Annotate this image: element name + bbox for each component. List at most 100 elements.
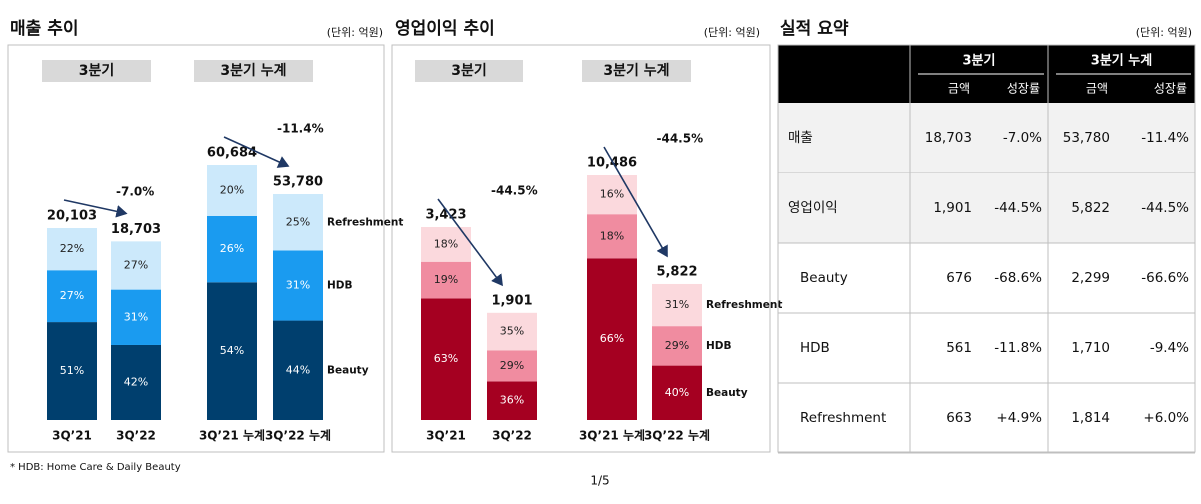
bar-segment xyxy=(587,175,637,215)
bar xyxy=(587,175,637,420)
bar-segment xyxy=(273,250,323,321)
segment-label: 27% xyxy=(124,258,148,271)
table-cell: Refreshment xyxy=(800,410,886,426)
table-cell: -44.5% xyxy=(994,200,1042,216)
bar-segment xyxy=(487,350,537,382)
bar-segment xyxy=(207,282,257,420)
table-cell: 1,901 xyxy=(933,200,972,216)
segment-label: 40% xyxy=(665,386,689,399)
table-cell: -66.6% xyxy=(1141,270,1189,286)
panel xyxy=(7,44,385,453)
segment-label: 19% xyxy=(434,273,458,286)
category-label: 3Q’22 xyxy=(116,429,156,443)
change-label: -44.5% xyxy=(491,184,538,198)
footnote: * HDB: Home Care & Daily Beauty xyxy=(10,462,181,473)
bar-segment xyxy=(587,214,637,259)
bar-segment xyxy=(273,320,323,420)
group-label: 3분기 누계 xyxy=(220,63,286,79)
bar-segment xyxy=(111,241,161,290)
bar-segment xyxy=(111,344,161,420)
change-label: -7.0% xyxy=(116,185,154,199)
group-label: 3분기 xyxy=(79,63,115,79)
unit-label: (단위: 억원) xyxy=(327,26,383,39)
segment-label: 54% xyxy=(220,344,244,357)
unit-label: (단위: 억원) xyxy=(1136,26,1192,39)
table-cell: -9.4% xyxy=(1150,340,1189,356)
table-cell: 18,703 xyxy=(925,130,972,146)
bar-segment xyxy=(487,381,537,420)
segment-label: 42% xyxy=(124,375,148,388)
bar xyxy=(487,312,537,420)
table-border xyxy=(777,44,1196,453)
page-number: 1/5 xyxy=(590,474,609,488)
bar xyxy=(111,241,161,420)
category-label: 3Q’22 누계 xyxy=(644,428,710,443)
bar xyxy=(207,165,257,420)
table-cell: +6.0% xyxy=(1143,410,1189,426)
bar-segment xyxy=(207,165,257,216)
change-arrow xyxy=(437,198,503,287)
segment-label: 25% xyxy=(286,215,310,228)
segment-label: 22% xyxy=(60,242,84,255)
bar-segment xyxy=(652,365,702,420)
total-label: 60,684 xyxy=(207,146,257,161)
group-label: 3분기 xyxy=(451,63,487,79)
segment-label: 36% xyxy=(500,394,524,407)
bar xyxy=(273,194,323,420)
segment-label: 31% xyxy=(286,279,310,292)
bar-segment xyxy=(587,258,637,420)
table-cell: 663 xyxy=(946,410,972,426)
segment-label: 29% xyxy=(665,339,689,352)
segment-label: 29% xyxy=(500,359,524,372)
bar xyxy=(421,227,471,420)
table-cell: -11.4% xyxy=(1141,130,1189,146)
bar-segment xyxy=(421,261,471,299)
table-title: 실적 요약 xyxy=(780,18,849,39)
table-cell: 676 xyxy=(946,270,972,286)
chart-title: 영업이익 추이 xyxy=(395,19,495,39)
change-label: -11.4% xyxy=(277,122,324,136)
series-label: HDB xyxy=(327,280,353,292)
total-label: 53,780 xyxy=(273,175,323,190)
table-cell: -44.5% xyxy=(1141,200,1189,216)
table-cell: +4.9% xyxy=(996,410,1042,426)
bar-segment xyxy=(47,322,97,420)
segment-label: 27% xyxy=(60,289,84,302)
category-label: 3Q’21 누계 xyxy=(199,428,265,443)
table-sub-header: 금액 xyxy=(1086,82,1108,96)
table-cell: 2,299 xyxy=(1071,270,1110,286)
group-label-box xyxy=(42,60,151,82)
bar xyxy=(47,228,97,420)
table-cell: Beauty xyxy=(800,270,848,286)
table-cell: -7.0% xyxy=(1003,130,1042,146)
group-label-box xyxy=(415,60,523,82)
table-cell: 53,780 xyxy=(1063,130,1110,146)
segment-label: 31% xyxy=(124,310,148,323)
segment-label: 35% xyxy=(500,325,524,338)
bar-segment xyxy=(111,289,161,345)
series-label: Beauty xyxy=(706,387,748,399)
category-label: 3Q’21 xyxy=(52,429,92,443)
category-label: 3Q’21 누계 xyxy=(579,428,645,443)
series-label: HDB xyxy=(706,340,732,352)
table-group-header: 3분기 누계 xyxy=(1091,54,1152,69)
total-label: 18,703 xyxy=(111,222,161,237)
category-label: 3Q’22 누계 xyxy=(265,428,331,443)
series-label: Refreshment xyxy=(327,216,403,228)
bar-segment xyxy=(47,270,97,323)
bar-segment xyxy=(47,228,97,271)
category-label: 3Q’21 xyxy=(426,429,466,443)
bar-segment xyxy=(273,194,323,251)
group-label: 3분기 누계 xyxy=(603,63,669,79)
table-sub-header: 성장률 xyxy=(1154,82,1187,96)
segment-label: 26% xyxy=(220,242,244,255)
change-arrow xyxy=(63,199,128,218)
segment-label: 44% xyxy=(286,363,310,376)
category-label: 3Q’22 xyxy=(492,429,532,443)
group-label-box xyxy=(582,60,691,82)
segment-label: 18% xyxy=(600,229,624,242)
panel xyxy=(391,44,771,453)
table-sub-header: 성장률 xyxy=(1007,82,1040,96)
group-label-box xyxy=(194,60,313,82)
bar xyxy=(652,283,702,420)
